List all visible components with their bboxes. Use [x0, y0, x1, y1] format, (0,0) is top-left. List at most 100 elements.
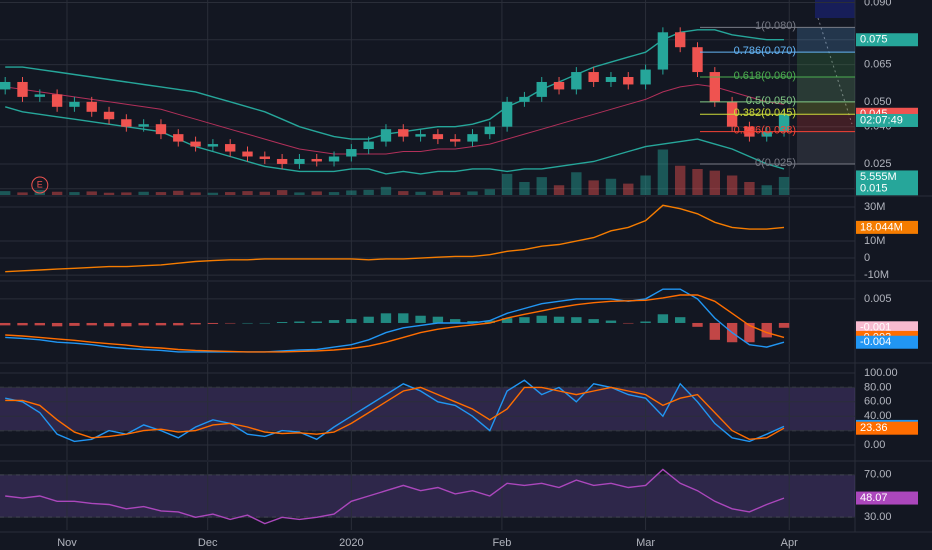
volume-bar: [363, 189, 374, 195]
volume-bar: [17, 192, 28, 195]
histogram-bar: [484, 320, 495, 323]
x-tick-label: 2020: [339, 537, 363, 549]
histogram-bar: [467, 321, 478, 323]
candle-body: [761, 131, 772, 137]
y-tick-label: 80.00: [864, 381, 892, 393]
volume-bar: [675, 165, 686, 195]
x-tick-label: Nov: [57, 537, 77, 549]
volume-bar: [242, 191, 253, 195]
x-tick-label: Mar: [636, 537, 655, 549]
fib-zone: [797, 131, 855, 164]
volume-bar: [726, 175, 738, 195]
price-tag: [856, 33, 918, 47]
price-tag-label: 23.36: [860, 422, 888, 434]
candle-body: [86, 101, 97, 112]
volume-bar: [155, 192, 167, 195]
histogram-bar: [51, 322, 63, 327]
earnings-marker: [31, 176, 49, 194]
candle-body: [450, 139, 461, 142]
y-tick-label: 70.00: [864, 469, 892, 481]
histogram-bar: [415, 315, 426, 323]
candle-body: [640, 69, 651, 85]
histogram-bar: [553, 316, 565, 323]
volume-bar: [51, 191, 63, 195]
histogram-bar: [121, 322, 132, 327]
volume-bar: [69, 192, 80, 195]
candle-body: [778, 114, 790, 132]
volume-bar: [103, 192, 115, 195]
volume-bar: [640, 175, 651, 195]
volume-bar: [536, 177, 547, 195]
histogram-bar: [0, 322, 11, 326]
price-tag: [856, 491, 918, 505]
histogram-bar: [138, 322, 149, 326]
candle-body: [398, 129, 409, 137]
volume-bar: [744, 182, 755, 195]
fib-zone: [797, 77, 855, 102]
histogram-bar: [657, 314, 669, 323]
candle-body: [34, 94, 45, 97]
price-tag-label: 5.555M: [860, 171, 897, 183]
volume-bar: [294, 192, 305, 195]
histogram-bar: [380, 313, 392, 323]
series-line: [5, 468, 785, 525]
volume-bar: [553, 185, 565, 195]
histogram-bar: [311, 321, 322, 323]
candle-body: [709, 72, 720, 102]
series-line: [5, 379, 785, 443]
candle-body: [571, 72, 582, 90]
histogram-bar: [103, 322, 115, 327]
histogram-bar: [432, 316, 444, 323]
histogram-bar: [155, 322, 167, 326]
histogram-bar: [346, 319, 357, 323]
volume-bar: [398, 191, 409, 195]
fib-label: 0.786(0.070): [734, 45, 796, 57]
candle-body: [294, 158, 305, 164]
histogram-bar: [328, 320, 340, 323]
volume-bar: [121, 192, 132, 195]
candle-body: [519, 96, 530, 102]
price-tag-label: 18.044M: [860, 221, 903, 233]
fib-label: 1(0.080): [755, 20, 796, 32]
candle-body: [17, 81, 28, 97]
candle-body: [605, 77, 617, 82]
histogram-bar: [623, 322, 634, 324]
volume-bar: [0, 191, 11, 195]
candle-body: [657, 32, 669, 70]
histogram-bar: [450, 319, 461, 323]
volume-bar: [501, 173, 513, 195]
volume-bar: [311, 191, 322, 195]
histogram-bar: [571, 317, 582, 323]
histogram-bar: [640, 321, 651, 323]
candle-body: [467, 134, 478, 142]
candle-body: [155, 124, 167, 135]
histogram-bar: [173, 322, 184, 326]
fib-extension-zone: [815, 0, 855, 18]
histogram-bar: [675, 317, 686, 323]
volume-bar: [761, 185, 772, 195]
y-tick-label: 0: [864, 252, 870, 264]
series-line: [5, 204, 785, 273]
volume-bar: [657, 149, 669, 195]
volume-bar: [450, 192, 461, 195]
histogram-bar: [761, 322, 772, 338]
volume-bar: [86, 191, 97, 195]
candle-body: [207, 144, 219, 147]
histogram-bar: [86, 322, 97, 326]
band: [0, 474, 855, 518]
volume-bar: [519, 182, 530, 195]
price-tag: [856, 182, 918, 196]
candle-body: [242, 151, 253, 157]
y-tick-label: 30.00: [864, 511, 892, 523]
candle-body: [173, 134, 184, 142]
y-tick-label: 0.00: [864, 439, 885, 451]
candle-body: [259, 156, 270, 159]
fib-label: 0.236(0.038): [734, 125, 796, 137]
price-tag-label: 48.07: [860, 492, 888, 504]
volume-bar: [467, 191, 478, 195]
y-tick-label: 0.065: [864, 58, 892, 70]
candle-body: [225, 144, 236, 152]
candle-body: [69, 101, 80, 107]
y-tick-label: 0.090: [864, 0, 892, 8]
candle-body: [623, 77, 634, 85]
